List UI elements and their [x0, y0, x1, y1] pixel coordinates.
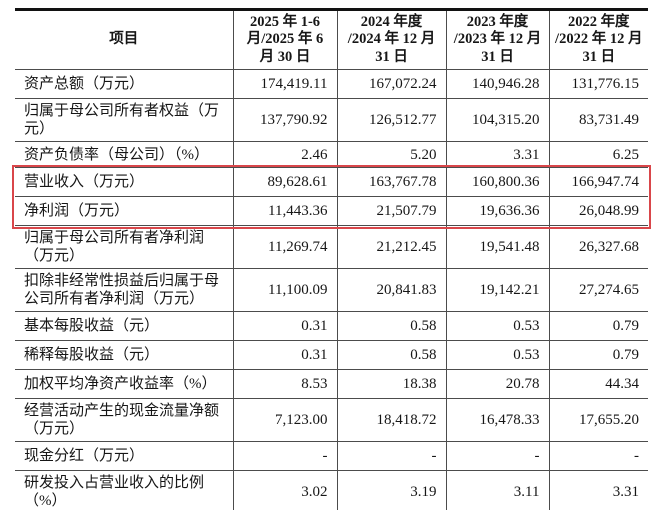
value-cell: 11,100.09 [232, 268, 337, 312]
value-cell: 0.53 [445, 311, 549, 341]
table-header-row: 项目 2025 年 1-6 月/2025 年 6 月 30 日 2024 年度 /2… [15, 9, 648, 70]
table-row: 净利润（万元） 11,443.36 21,507.79 19,636.36 26,048… [15, 196, 648, 226]
value-cell: 126,512.77 [336, 98, 446, 142]
value-cell: 3.02 [232, 470, 337, 510]
row-label: 加权平均净资产收益率（%） [15, 369, 233, 399]
value-cell: 3.31 [548, 470, 648, 510]
value-cell: 11,269.74 [232, 225, 337, 269]
table-row: 扣除非经常性损益后归属于母公司所有者净利润（万元） 11,100.09 20,841… [15, 268, 648, 312]
value-cell: 3.11 [445, 470, 549, 510]
value-cell: - [232, 441, 337, 471]
value-cell: 137,790.92 [232, 98, 337, 142]
value-cell: 131,776.15 [548, 69, 648, 99]
value-cell: 167,072.24 [336, 69, 446, 99]
value-cell: 19,541.48 [445, 225, 549, 269]
value-cell: 0.79 [548, 340, 648, 370]
value-cell: 20,841.83 [336, 268, 446, 312]
header-cell-item: 项目 [109, 31, 139, 48]
value-cell: 19,142.21 [445, 268, 549, 312]
value-cell: 0.58 [336, 340, 446, 370]
value-cell: 26,327.68 [548, 225, 648, 269]
value-cell: 17,655.20 [548, 398, 648, 442]
row-label: 归属于母公司所有者权益（万元） [15, 98, 233, 142]
row-label: 归属于母公司所有者净利润（万元） [15, 225, 233, 269]
value-cell: 8.53 [232, 369, 337, 399]
value-cell: 21,507.79 [336, 196, 446, 226]
value-cell: 0.31 [232, 311, 337, 341]
table-row: 营业收入（万元） 89,628.61 163,767.78 160,800.36 166… [15, 167, 648, 197]
value-cell: 11,443.36 [232, 196, 337, 226]
row-label: 基本每股收益（元） [15, 311, 233, 341]
table-header: 项目 2025 年 1-6 月/2025 年 6 月 30 日 2024 年度 /2… [15, 9, 648, 70]
value-cell: 27,274.65 [548, 268, 648, 312]
table-body: 资产总额（万元） 174,419.11 167,072.24 140,946.28 13… [15, 69, 648, 510]
value-cell: 104,315.20 [445, 98, 549, 142]
row-label: 现金分红（万元） [15, 441, 233, 471]
value-cell: 7,123.00 [232, 398, 337, 442]
value-cell: 3.31 [445, 141, 549, 168]
value-cell: 16,478.33 [445, 398, 549, 442]
value-cell: 18.38 [336, 369, 446, 399]
value-cell: 20.78 [445, 369, 549, 399]
value-cell: - [336, 441, 446, 471]
value-cell: 140,946.28 [445, 69, 549, 99]
table-row: 现金分红（万元） - - - - [15, 441, 648, 471]
value-cell: 160,800.36 [445, 167, 549, 197]
row-label: 稀释每股收益（元） [15, 340, 233, 370]
value-cell: 6.25 [548, 141, 648, 168]
value-cell: 44.34 [548, 369, 648, 399]
value-cell: 26,048.99 [548, 196, 648, 226]
value-cell: 18,418.72 [336, 398, 446, 442]
table-row: 研发投入占营业收入的比例（%） 3.02 3.19 3.11 3.31 [15, 470, 648, 510]
value-cell: 163,767.78 [336, 167, 446, 197]
row-label: 资产负债率（母公司）（%） [15, 141, 233, 168]
value-cell: 89,628.61 [232, 167, 337, 197]
value-cell: - [445, 441, 549, 471]
row-label: 研发投入占营业收入的比例（%） [15, 470, 233, 510]
table-row: 基本每股收益（元） 0.31 0.58 0.53 0.79 [15, 311, 648, 341]
row-label: 经营活动产生的现金流量净额（万元） [15, 398, 233, 442]
value-cell: 0.58 [336, 311, 446, 341]
table-row: 资产负债率（母公司）（%） 2.46 5.20 3.31 6.25 [15, 141, 648, 168]
row-label: 扣除非经常性损益后归属于母公司所有者净利润（万元） [15, 268, 233, 312]
table-row: 经营活动产生的现金流量净额（万元） 7,123.00 18,418.72 16,478… [15, 398, 648, 442]
header-cell-period: 2022 年度 /2022 年 12 月 31 日 [548, 9, 648, 70]
value-cell: 5.20 [336, 141, 446, 168]
table-row: 归属于母公司所有者净利润（万元） 11,269.74 21,212.45 19,541… [15, 225, 648, 269]
row-label: 营业收入（万元） [15, 167, 233, 197]
row-label: 净利润（万元） [15, 196, 233, 226]
value-cell: 83,731.49 [548, 98, 648, 142]
financial-table: 项目 2025 年 1-6 月/2025 年 6 月 30 日 2024 年度 /2… [15, 8, 648, 510]
table-row: 资产总额（万元） 174,419.11 167,072.24 140,946.28 13… [15, 69, 648, 99]
value-cell: 0.79 [548, 311, 648, 341]
table-row: 稀释每股收益（元） 0.31 0.58 0.53 0.79 [15, 340, 648, 370]
value-cell: 0.31 [232, 340, 337, 370]
table-row: 归属于母公司所有者权益（万元） 137,790.92 126,512.77 104,3… [15, 98, 648, 142]
value-cell: 3.19 [336, 470, 446, 510]
value-cell: - [548, 441, 648, 471]
table-row: 加权平均净资产收益率（%） 8.53 18.38 20.78 44.34 [15, 369, 648, 399]
value-cell: 0.53 [445, 340, 549, 370]
value-cell: 166,947.74 [548, 167, 648, 197]
value-cell: 174,419.11 [232, 69, 337, 99]
header-cell-period: 2024 年度 /2024 年 12 月 31 日 [336, 9, 446, 70]
row-label: 资产总额（万元） [15, 69, 233, 99]
header-cell-period: 2023 年度 /2023 年 12 月 31 日 [445, 9, 549, 70]
value-cell: 19,636.36 [445, 196, 549, 226]
value-cell: 2.46 [232, 141, 337, 168]
value-cell: 21,212.45 [336, 225, 446, 269]
header-cell-period: 2025 年 1-6 月/2025 年 6 月 30 日 [232, 9, 337, 70]
